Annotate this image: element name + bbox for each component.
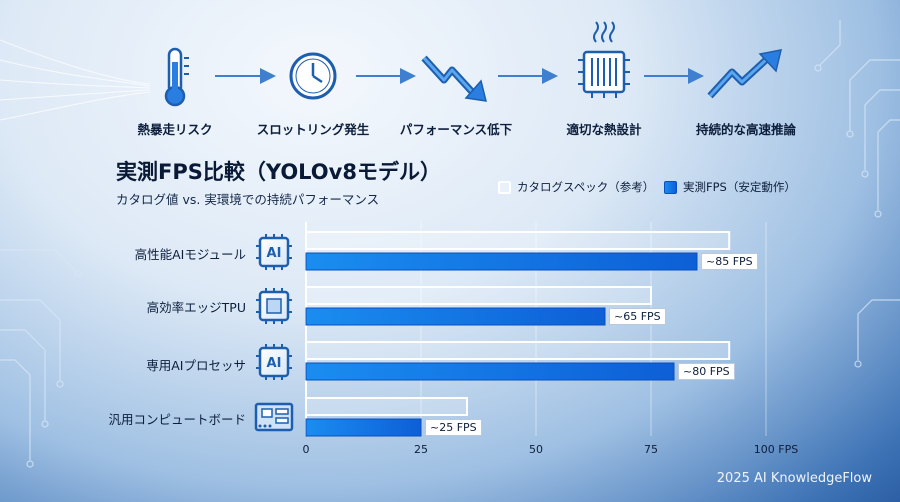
chart-title: 実測FPS比較（YOLOv8モデル） bbox=[116, 160, 441, 184]
flow-step-label: 熱暴走リスク bbox=[137, 122, 213, 137]
bar-measured bbox=[305, 362, 675, 381]
clock-icon bbox=[289, 52, 337, 100]
downtrend-arrow-icon bbox=[421, 55, 488, 102]
flow-step-label: 持続的な高速推論 bbox=[695, 122, 797, 137]
legend-swatch-catalog bbox=[498, 180, 511, 194]
legend-label-measured: 実測FPS（安定動作） bbox=[683, 180, 796, 194]
process-flow bbox=[164, 21, 782, 107]
flow-step-label: 適切な熱設計 bbox=[566, 122, 642, 137]
legend-item-catalog: カタログスペック（参考） bbox=[498, 179, 654, 195]
uptrend-arrow-icon bbox=[707, 49, 782, 99]
x-tick-label: 0 bbox=[302, 443, 310, 456]
legend-swatch-measured bbox=[664, 180, 677, 194]
category-label: 専用AIプロセッサ bbox=[146, 358, 246, 373]
bar-catalog bbox=[305, 341, 731, 360]
category-label: 汎用コンピュートボード bbox=[108, 412, 246, 427]
flow-step-label: パフォーマンス低下 bbox=[399, 122, 513, 137]
bar-measured bbox=[305, 418, 422, 437]
thermometer-icon bbox=[164, 47, 189, 107]
bar-catalog bbox=[305, 286, 652, 305]
x-tick-label: 75 bbox=[644, 443, 658, 456]
bar-catalog bbox=[305, 231, 731, 250]
flow-step-label: スロットリング発生 bbox=[256, 122, 370, 137]
bar-measured bbox=[305, 252, 698, 271]
x-tick-label: 25 bbox=[414, 443, 428, 456]
cooled-chip-icon bbox=[578, 21, 630, 98]
category-label: 高性能AIモジュール bbox=[134, 247, 246, 262]
bar-measured bbox=[305, 307, 606, 326]
chart-subtitle: カタログ値 vs. 実環境での持続パフォーマンス bbox=[116, 192, 380, 207]
value-label: ~80 FPS bbox=[678, 363, 735, 380]
x-tick-label: 50 bbox=[529, 443, 543, 456]
footer-credit: 2025 AI KnowledgeFlow bbox=[716, 471, 872, 486]
x-tick-label: 100 FPS bbox=[753, 443, 799, 456]
value-label: ~65 FPS bbox=[609, 308, 666, 325]
legend-label-catalog: カタログスペック（参考） bbox=[517, 180, 655, 194]
category-label: 高効率エッジTPU bbox=[146, 300, 246, 315]
bar-catalog bbox=[305, 397, 468, 416]
value-label: ~25 FPS bbox=[425, 419, 482, 436]
legend-item-measured: 実測FPS（安定動作） bbox=[664, 179, 796, 195]
value-label: ~85 FPS bbox=[701, 253, 758, 270]
